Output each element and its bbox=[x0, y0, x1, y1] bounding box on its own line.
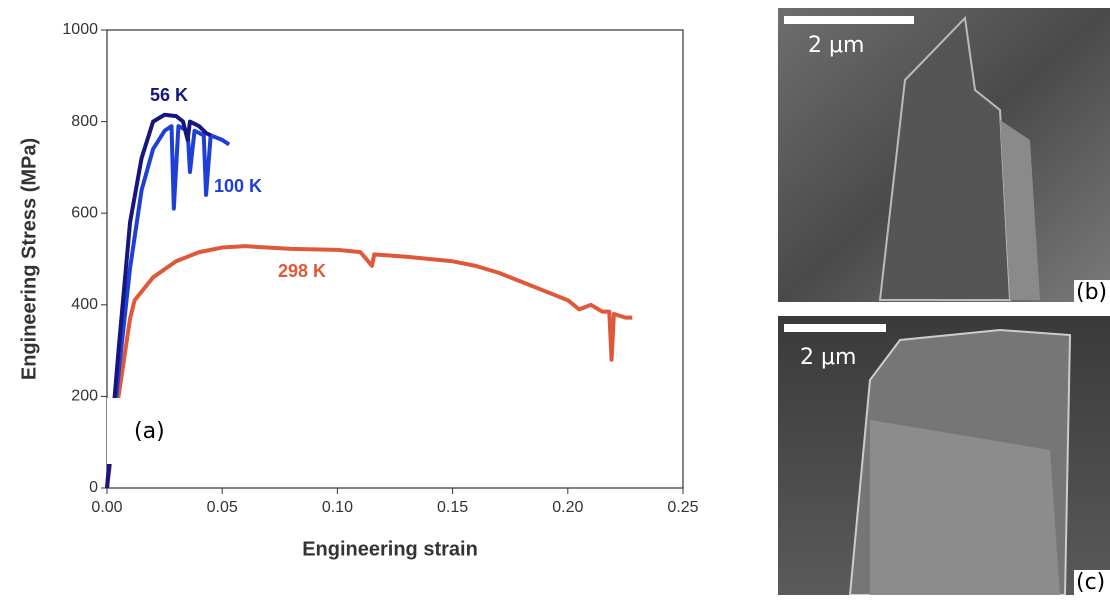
y-tick-label: 600 bbox=[71, 204, 98, 221]
panel-label: (a) bbox=[134, 419, 165, 444]
y-tick-label: 400 bbox=[71, 296, 98, 313]
y-tick-label: 0 bbox=[89, 479, 98, 496]
y-tick-label: 800 bbox=[71, 113, 98, 130]
scale-label: 2 μm bbox=[808, 33, 864, 58]
label-box bbox=[1074, 570, 1110, 595]
x-tick-label: 0.15 bbox=[437, 499, 468, 516]
panel-label: (c) bbox=[1076, 570, 1105, 595]
series-label: 56 K bbox=[150, 85, 188, 105]
label-box bbox=[107, 398, 177, 464]
x-tick-label: 0.10 bbox=[322, 499, 353, 516]
pillar-edge bbox=[1000, 120, 1040, 300]
y-tick-label: 1000 bbox=[62, 21, 98, 38]
x-axis-label: Engineering strain bbox=[302, 538, 478, 560]
panel-label: (b) bbox=[1076, 280, 1107, 305]
y-axis-label: Engineering Stress (MPa) bbox=[18, 138, 40, 380]
series-line bbox=[105, 112, 212, 489]
x-tick-label: 0.25 bbox=[667, 499, 698, 516]
series-label: 100 K bbox=[214, 176, 262, 196]
series-line bbox=[105, 244, 633, 489]
plot-frame bbox=[106, 29, 684, 489]
x-tick-label: 0.05 bbox=[207, 499, 238, 516]
scale-bar bbox=[784, 16, 914, 24]
scale-bar bbox=[784, 324, 886, 332]
x-tick-label: 0.00 bbox=[91, 499, 122, 516]
x-tick-label: 0.20 bbox=[552, 499, 583, 516]
series-label: 298 K bbox=[278, 261, 326, 281]
series-line bbox=[105, 124, 231, 489]
pillar-face bbox=[870, 420, 1060, 595]
y-tick-label: 200 bbox=[71, 388, 98, 405]
label-box bbox=[1074, 280, 1110, 304]
scale-label: 2 μm bbox=[800, 345, 856, 370]
